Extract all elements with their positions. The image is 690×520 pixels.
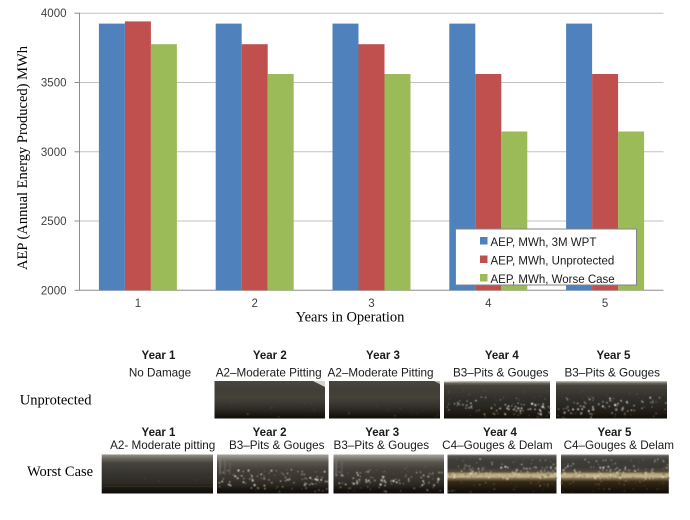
svg-text:3000: 3000 (41, 147, 67, 159)
svg-text:Years in Operation: Years in Operation (296, 310, 406, 326)
svg-text:Year 4: Year 4 (483, 427, 517, 439)
svg-text:1: 1 (135, 298, 141, 310)
svg-text:Year 3: Year 3 (365, 427, 399, 439)
svg-text:4: 4 (485, 298, 492, 310)
svg-text:C4–Gouges & Delam: C4–Gouges & Delam (564, 439, 674, 452)
svg-text:2: 2 (251, 298, 257, 310)
svg-text:Unprotected: Unprotected (20, 393, 92, 409)
svg-text:Year 2: Year 2 (253, 350, 287, 362)
svg-text:A2–Moderate Pitting: A2–Moderate Pitting (216, 367, 322, 380)
svg-text:Year 5: Year 5 (598, 427, 632, 439)
svg-text:Year 1: Year 1 (142, 427, 176, 439)
svg-text:2500: 2500 (41, 216, 67, 228)
svg-text:AEP, MWh, Worse Case: AEP, MWh, Worse Case (491, 274, 615, 286)
svg-text:C4–Gouges & Delam: C4–Gouges & Delam (442, 439, 552, 452)
svg-text:B3–Pits & Gouges: B3–Pits & Gouges (229, 439, 325, 452)
svg-text:Year 2: Year 2 (253, 427, 287, 439)
svg-text:Year 1: Year 1 (142, 350, 176, 362)
svg-text:AEP, MWh, Unprotected: AEP, MWh, Unprotected (491, 256, 615, 268)
svg-text:B3–Pits & Gouges: B3–Pits & Gouges (334, 439, 430, 452)
svg-text:3500: 3500 (41, 78, 67, 90)
svg-text:2000: 2000 (41, 285, 67, 297)
svg-text:Worst Case: Worst Case (27, 464, 93, 480)
svg-text:3: 3 (368, 298, 374, 310)
svg-text:B3–Pits & Gouges: B3–Pits & Gouges (453, 367, 549, 380)
svg-text:AEP (Annual Energy Produced) M: AEP (Annual Energy Produced) MWh (15, 45, 31, 270)
svg-text:B3–Pits & Gouges: B3–Pits & Gouges (564, 367, 660, 380)
svg-text:Year 3: Year 3 (366, 350, 400, 362)
svg-text:Year 5: Year 5 (597, 350, 631, 362)
svg-text:A2- Moderate pitting: A2- Moderate pitting (110, 439, 215, 452)
svg-text:4000: 4000 (41, 8, 67, 20)
svg-text:A2–Moderate Pitting: A2–Moderate Pitting (328, 367, 434, 380)
svg-text:No Damage: No Damage (129, 367, 191, 380)
svg-text:AEP, MWh, 3M WPT: AEP, MWh, 3M WPT (491, 237, 597, 249)
svg-text:Year 4: Year 4 (485, 350, 519, 362)
svg-text:5: 5 (602, 298, 608, 310)
